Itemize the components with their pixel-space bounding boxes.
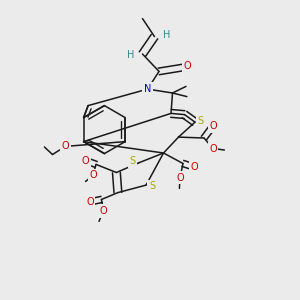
Text: O: O bbox=[82, 155, 89, 166]
Text: O: O bbox=[190, 162, 198, 172]
Text: H: H bbox=[163, 30, 170, 40]
Text: O: O bbox=[209, 143, 217, 154]
Text: O: O bbox=[61, 141, 69, 152]
Text: S: S bbox=[130, 156, 136, 167]
Text: S: S bbox=[197, 116, 203, 126]
Text: O: O bbox=[184, 61, 192, 71]
Text: S: S bbox=[149, 181, 155, 191]
Text: O: O bbox=[176, 172, 184, 183]
Text: N: N bbox=[144, 84, 151, 94]
Text: O: O bbox=[100, 206, 107, 216]
Text: O: O bbox=[209, 121, 217, 131]
Text: H: H bbox=[127, 50, 134, 60]
Text: O: O bbox=[86, 197, 94, 207]
Text: O: O bbox=[89, 170, 97, 181]
